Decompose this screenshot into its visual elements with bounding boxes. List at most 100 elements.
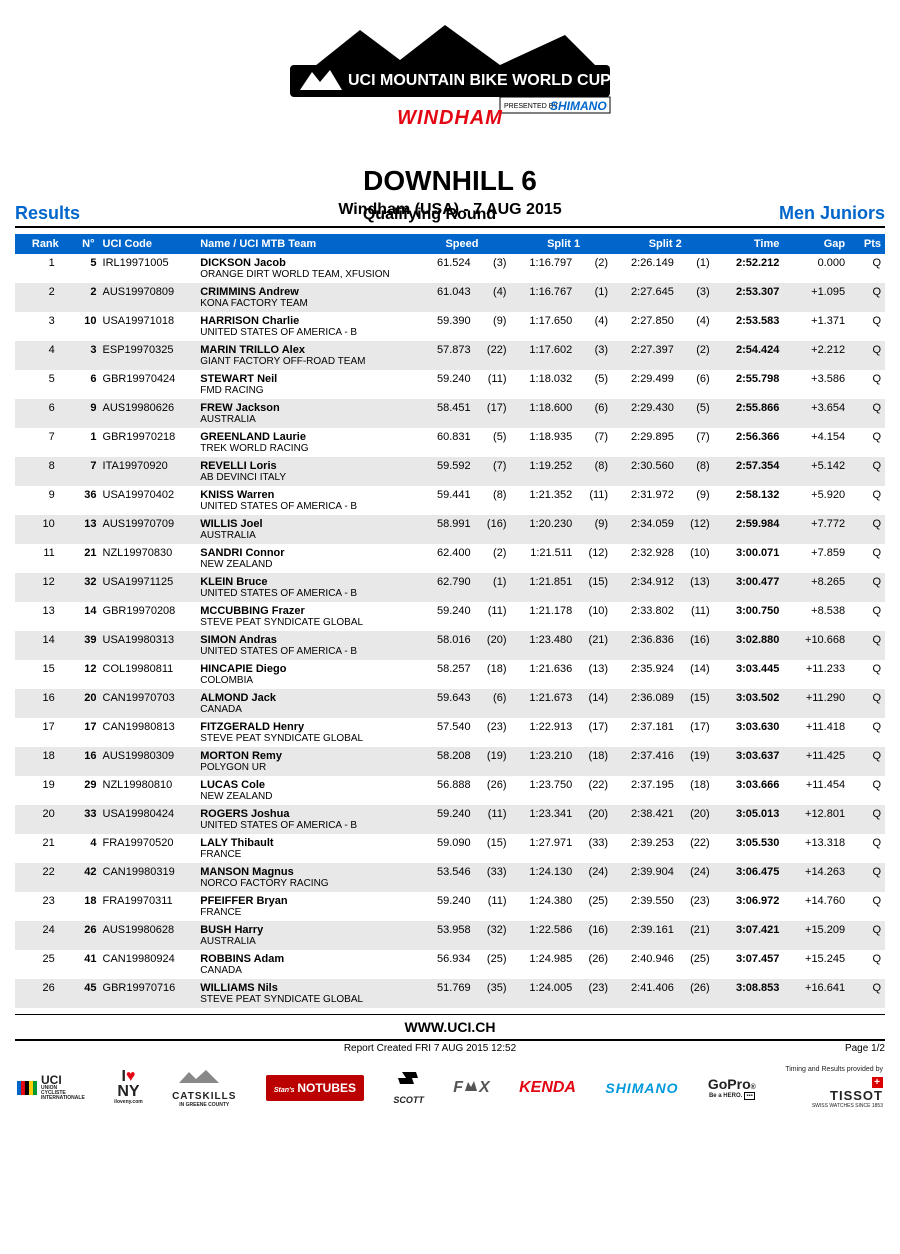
cell-split2: 2:40.946	[612, 950, 678, 979]
cell-time: 3:00.477	[714, 573, 784, 602]
cell-num: 26	[63, 921, 99, 950]
cell-split2-rank: (3)	[678, 283, 714, 312]
cell-name: SIMON AndrasUNITED STATES OF AMERICA - B	[196, 631, 417, 660]
cell-gap: +8.265	[783, 573, 849, 602]
header-results: Results	[15, 203, 80, 224]
col-rank: Rank	[15, 234, 63, 254]
cell-split2-rank: (17)	[678, 718, 714, 747]
cell-time: 3:08.853	[714, 979, 784, 1008]
cell-time: 2:57.354	[714, 457, 784, 486]
cell-split2: 2:39.550	[612, 892, 678, 921]
cell-speed: 53.546	[417, 863, 475, 892]
cell-pts: Q	[849, 631, 885, 660]
cell-pts: Q	[849, 254, 885, 283]
cell-name: FREW JacksonAUSTRALIA	[196, 399, 417, 428]
cell-speed-rank: (4)	[475, 283, 511, 312]
sponsor-ny: I♥ NY iloveny.com	[114, 1070, 143, 1105]
col-name: Name / UCI MTB Team	[196, 234, 417, 254]
cell-rank: 26	[15, 979, 63, 1008]
table-row: 2033USA19980424ROGERS JoshuaUNITED STATE…	[15, 805, 885, 834]
cell-split1: 1:21.851	[510, 573, 576, 602]
cell-name: ROBBINS AdamCANADA	[196, 950, 417, 979]
cell-split1: 1:18.032	[510, 370, 576, 399]
cell-speed-rank: (5)	[475, 428, 511, 457]
table-row: 936USA19970402KNISS WarrenUNITED STATES …	[15, 486, 885, 515]
cell-split2: 2:41.406	[612, 979, 678, 1008]
cell-uci: CAN19980319	[99, 863, 197, 892]
cell-speed: 59.592	[417, 457, 475, 486]
cell-split1-rank: (14)	[576, 689, 612, 718]
cell-speed-rank: (32)	[475, 921, 511, 950]
sponsor-tissot: Timing and Results provided by +TISSOT S…	[785, 1066, 883, 1109]
cell-uci: GBR19970218	[99, 428, 197, 457]
cell-split1-rank: (17)	[576, 718, 612, 747]
cell-speed-rank: (20)	[475, 631, 511, 660]
table-row: 1121NZL19970830SANDRI ConnorNEW ZEALAND6…	[15, 544, 885, 573]
cell-speed-rank: (26)	[475, 776, 511, 805]
cell-split1: 1:23.750	[510, 776, 576, 805]
cell-rank: 7	[15, 428, 63, 457]
cell-split2-rank: (4)	[678, 312, 714, 341]
col-split2: Split 2	[612, 234, 714, 254]
cell-num: 16	[63, 747, 99, 776]
cell-name: GREENLAND LaurieTREK WORLD RACING	[196, 428, 417, 457]
cell-gap: +3.654	[783, 399, 849, 428]
table-row: 43ESP19970325MARIN TRILLO AlexGIANT FACT…	[15, 341, 885, 370]
cell-speed: 59.240	[417, 805, 475, 834]
cell-pts: Q	[849, 602, 885, 631]
cell-uci: AUS19980626	[99, 399, 197, 428]
cell-time: 3:00.750	[714, 602, 784, 631]
cell-gap: +2.212	[783, 341, 849, 370]
cell-pts: Q	[849, 486, 885, 515]
cell-split1-rank: (4)	[576, 312, 612, 341]
cell-split1-rank: (24)	[576, 863, 612, 892]
cell-split2-rank: (14)	[678, 660, 714, 689]
footer-url: WWW.UCI.CH	[15, 1014, 885, 1041]
cell-split1: 1:24.005	[510, 979, 576, 1008]
cell-rank: 21	[15, 834, 63, 863]
cell-rank: 24	[15, 921, 63, 950]
cell-num: 14	[63, 602, 99, 631]
cell-gap: +7.859	[783, 544, 849, 573]
cell-split2: 2:37.416	[612, 747, 678, 776]
cell-split2: 2:32.928	[612, 544, 678, 573]
cell-uci: USA19980313	[99, 631, 197, 660]
cell-rank: 18	[15, 747, 63, 776]
cell-gap: +11.233	[783, 660, 849, 689]
cell-pts: Q	[849, 457, 885, 486]
cell-num: 9	[63, 399, 99, 428]
cell-split2-rank: (16)	[678, 631, 714, 660]
cell-num: 41	[63, 950, 99, 979]
cell-speed: 59.441	[417, 486, 475, 515]
cell-rank: 10	[15, 515, 63, 544]
table-row: 1620CAN19970703ALMOND JackCANADA59.643(6…	[15, 689, 885, 718]
cell-gap: +3.586	[783, 370, 849, 399]
cell-split1: 1:24.130	[510, 863, 576, 892]
cell-speed-rank: (9)	[475, 312, 511, 341]
cell-rank: 3	[15, 312, 63, 341]
cell-speed: 58.991	[417, 515, 475, 544]
cell-name: KLEIN BruceUNITED STATES OF AMERICA - B	[196, 573, 417, 602]
cell-split1-rank: (11)	[576, 486, 612, 515]
cell-uci: CAN19980813	[99, 718, 197, 747]
cell-speed: 59.240	[417, 602, 475, 631]
cell-rank: 1	[15, 254, 63, 283]
cell-time: 2:58.132	[714, 486, 784, 515]
cell-speed-rank: (19)	[475, 747, 511, 776]
cell-pts: Q	[849, 283, 885, 312]
cell-split1-rank: (13)	[576, 660, 612, 689]
cell-speed-rank: (11)	[475, 805, 511, 834]
cell-name: MARIN TRILLO AlexGIANT FACTORY OFF-ROAD …	[196, 341, 417, 370]
cell-time: 3:06.475	[714, 863, 784, 892]
sponsor-gopro: GoPro® Be a HERO.▪▪▪	[708, 1076, 756, 1100]
cell-time: 3:03.637	[714, 747, 784, 776]
cell-split2-rank: (23)	[678, 892, 714, 921]
cell-rank: 15	[15, 660, 63, 689]
logo-presenter: SHIMANO	[550, 99, 607, 113]
cell-split2-rank: (7)	[678, 428, 714, 457]
cell-split2-rank: (1)	[678, 254, 714, 283]
cell-speed: 56.934	[417, 950, 475, 979]
cell-split1: 1:22.586	[510, 921, 576, 950]
cell-rank: 17	[15, 718, 63, 747]
cell-split2-rank: (12)	[678, 515, 714, 544]
